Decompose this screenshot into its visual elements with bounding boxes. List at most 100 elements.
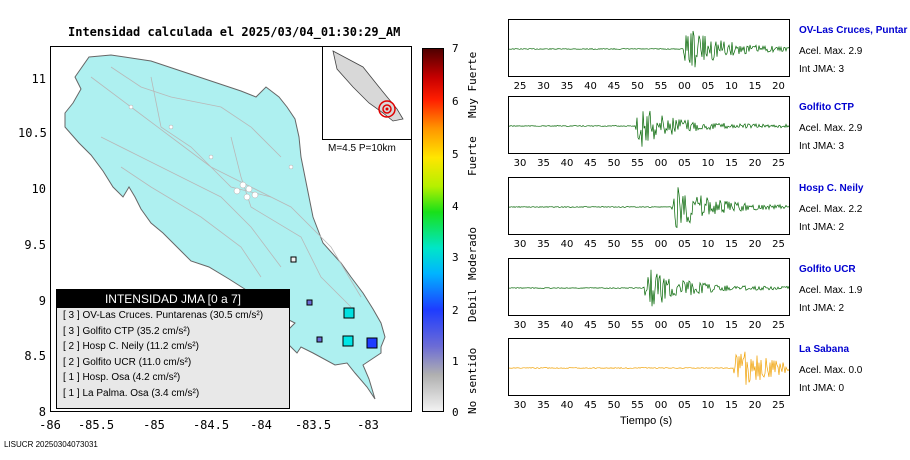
seismogram-panel[interactable] <box>508 19 790 77</box>
station-name[interactable]: OV-Las Cruces, Puntar <box>799 25 908 36</box>
lon-tick: -84.5 <box>192 418 230 432</box>
waveform-line <box>509 110 789 147</box>
waveform-trace <box>509 269 789 307</box>
time-tick: 50 <box>607 158 621 169</box>
road-network <box>90 66 362 308</box>
colorbar-number: 2 <box>452 304 459 317</box>
lon-tick: -85 <box>143 418 165 432</box>
lat-tick: 10.5 <box>18 126 47 140</box>
station-jma-intensity: Int JMA: 0 <box>799 383 845 394</box>
station-name[interactable]: Golfito UCR <box>799 264 856 275</box>
station-jma-intensity: Int JMA: 2 <box>799 303 845 314</box>
lon-tick: -83 <box>357 418 379 432</box>
time-tick: 25 <box>513 81 527 92</box>
time-tick: 20 <box>748 239 762 250</box>
time-tick: 35 <box>537 158 550 169</box>
station-sabana <box>290 256 297 263</box>
station-jma-intensity: Int JMA: 3 <box>799 141 845 152</box>
time-tick: 00 <box>654 400 668 411</box>
waveform-line <box>509 187 789 228</box>
time-tick: 05 <box>678 239 691 250</box>
epicenter-inset <box>322 46 412 140</box>
intensity-legend: INTENSIDAD JMA [0 a 7] [ 3 ] OV-Las Cruc… <box>56 289 290 409</box>
legend-row: [ 2 ] Hosp C. Neily (11.2 cm/s²) <box>63 341 199 353</box>
waveform-line <box>509 269 789 307</box>
time-tick: 45 <box>584 320 597 331</box>
time-tick: 10 <box>701 400 715 411</box>
time-tick: 20 <box>748 158 762 169</box>
time-tick: 00 <box>678 81 691 92</box>
station-max-accel: Acel. Max. 2.9 <box>799 46 863 57</box>
time-tick: 40 <box>560 400 574 411</box>
epicenter-icon <box>378 100 396 118</box>
time-tick: 55 <box>631 239 644 250</box>
colorbar-number: 7 <box>452 42 459 55</box>
time-tick: 40 <box>560 320 574 331</box>
time-tick: 40 <box>560 158 574 169</box>
time-tick: 20 <box>748 320 762 331</box>
time-tick: 50 <box>631 81 644 92</box>
time-tick: 00 <box>654 239 668 250</box>
costa-rica-land <box>64 54 386 400</box>
station-golfito-ucr <box>342 335 354 347</box>
colorbar-label: Debil <box>466 288 479 322</box>
time-tick: 15 <box>725 400 738 411</box>
time-tick: 00 <box>654 320 668 331</box>
seismogram-panel[interactable] <box>508 258 790 316</box>
time-tick: 25 <box>772 239 785 250</box>
map-svg <box>64 54 386 400</box>
legend-row: [ 1 ] Hosp. Osa (4.2 cm/s²) <box>63 372 181 384</box>
seismogram-panel[interactable] <box>508 96 790 154</box>
time-tick: 15 <box>725 239 738 250</box>
station-name[interactable]: La Sabana <box>799 344 850 355</box>
time-tick: 10 <box>725 81 738 92</box>
magnitude-label: M=4.5 P=10km <box>328 143 396 154</box>
time-tick: 45 <box>607 81 621 92</box>
lat-tick: 9 <box>38 294 46 308</box>
lon-tick: -86 <box>39 418 61 432</box>
lat-tick: 8 <box>38 405 46 419</box>
time-tick: 35 <box>560 81 574 92</box>
lon-tick: -83.5 <box>294 418 332 432</box>
lat-tick: 11 <box>31 72 46 86</box>
colorbar-number: 4 <box>452 200 459 213</box>
colorbar-number: 0 <box>452 406 459 419</box>
colorbar-number: 1 <box>452 355 459 368</box>
time-tick: 15 <box>725 320 738 331</box>
time-tick: 55 <box>654 81 668 92</box>
station-max-accel: Acel. Max. 2.9 <box>799 123 863 134</box>
colorbar-number: 6 <box>452 95 459 108</box>
time-tick: 55 <box>631 400 644 411</box>
legend-row: [ 3 ] Golfito CTP (35.2 cm/s²) <box>63 325 191 337</box>
time-tick: 30 <box>513 400 527 411</box>
station-name[interactable]: Golfito CTP <box>799 102 854 113</box>
station-hosp-neily <box>366 337 378 349</box>
map-title: Intensidad calculada el 2025/03/04_01:30… <box>68 25 401 39</box>
colorbar-label: No sentido <box>466 347 479 414</box>
colorbar-label: Muy Fuerte <box>466 51 479 118</box>
time-tick: 25 <box>772 400 785 411</box>
lon-tick: -84 <box>250 418 272 432</box>
time-tick: 05 <box>678 400 691 411</box>
station-max-accel: Acel. Max. 2.2 <box>799 204 863 215</box>
station-palma <box>316 336 323 343</box>
time-tick: 10 <box>701 158 715 169</box>
seismogram-panel[interactable] <box>508 177 790 235</box>
time-tick: 30 <box>513 239 527 250</box>
time-tick: 40 <box>584 81 597 92</box>
time-tick: 00 <box>654 158 668 169</box>
time-tick: 40 <box>560 239 574 250</box>
lon-tick: -85.5 <box>77 418 115 432</box>
time-tick: 45 <box>584 158 597 169</box>
station-name[interactable]: Hosp C. Neily <box>799 183 864 194</box>
station-jma-intensity: Int JMA: 2 <box>799 222 845 233</box>
station-max-accel: Acel. Max. 1.9 <box>799 285 863 296</box>
legend-header: INTENSIDAD JMA [0 a 7] <box>57 290 289 308</box>
time-tick: 35 <box>537 400 550 411</box>
time-tick: 10 <box>701 239 715 250</box>
station-max-accel: Acel. Max. 0.0 <box>799 365 863 376</box>
time-tick: 30 <box>513 320 527 331</box>
time-tick: 55 <box>631 320 644 331</box>
seismogram-panel[interactable] <box>508 338 790 396</box>
station-jma-intensity: Int JMA: 3 <box>799 64 845 75</box>
